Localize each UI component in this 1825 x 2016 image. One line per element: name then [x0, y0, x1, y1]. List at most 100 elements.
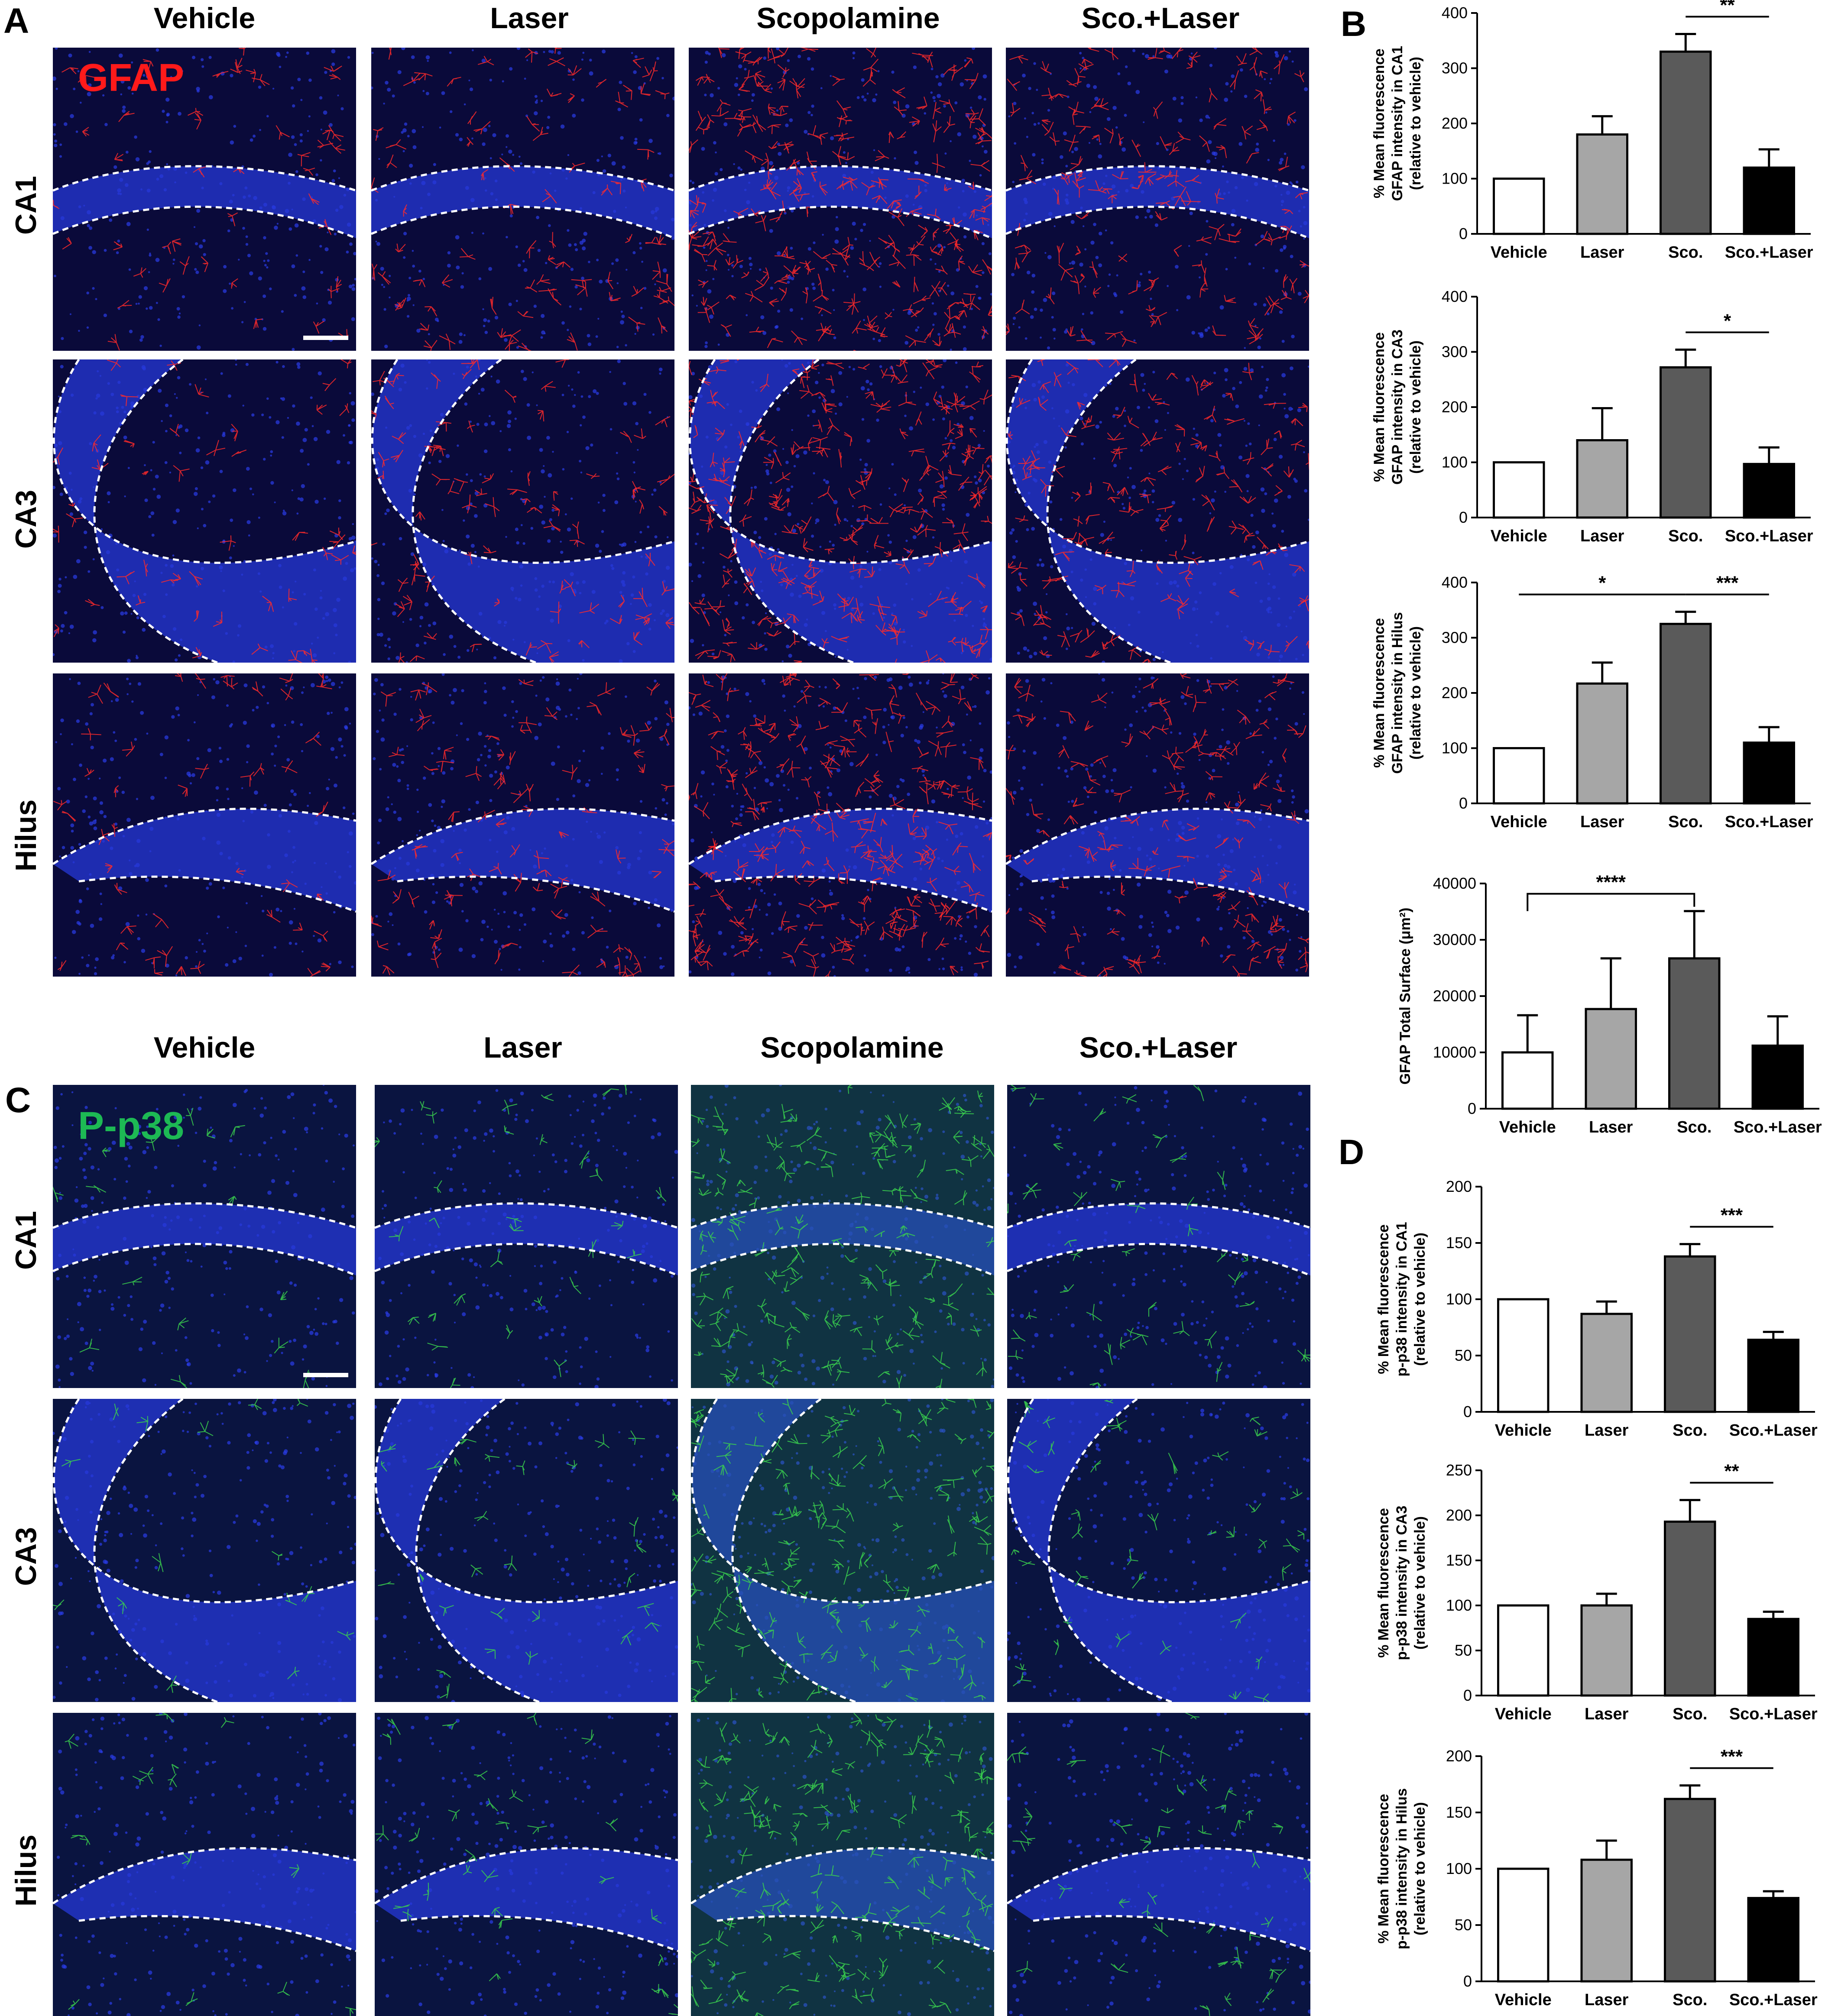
y-tick-label: 0 — [1463, 1972, 1472, 1990]
y-axis-label: p-p38 intensity in Hilus — [1394, 1788, 1410, 1949]
x-tick-label: Sco.+Laser — [1734, 1118, 1822, 1136]
x-tick-label: Laser — [1585, 1991, 1629, 2009]
bar-sco-laser — [1748, 1340, 1799, 1412]
significance-label: *** — [1721, 1205, 1743, 1226]
x-tick-label: Sco. — [1668, 527, 1703, 545]
x-tick-label: Vehicle — [1491, 243, 1547, 262]
micrograph-pp38-ca1-1 — [375, 1085, 678, 1388]
row-label-ca3: CA3 — [11, 454, 41, 584]
x-tick-label: Laser — [1580, 243, 1624, 262]
col-header-vehicle: Vehicle — [53, 3, 356, 33]
bar-vehicle — [1494, 463, 1544, 518]
y-axis-label: p-p38 intensity in CA3 — [1394, 1505, 1410, 1660]
bar-laser — [1586, 1009, 1636, 1109]
col-header-laser: Laser — [371, 1033, 674, 1062]
significance-label: **** — [1596, 872, 1626, 893]
y-axis-label: (relative to vehicle) — [1412, 1802, 1428, 1935]
col-header-vehicle: Vehicle — [53, 1033, 356, 1062]
micrograph-pp38-hilus-2 — [691, 1713, 994, 2016]
x-tick-label: Vehicle — [1495, 1705, 1552, 1723]
y-tick-label: 100 — [1442, 739, 1468, 757]
y-axis-label: % Mean fluorescence — [1371, 332, 1387, 482]
y-tick-label: 100 — [1446, 1596, 1472, 1614]
x-tick-label: Sco. — [1668, 243, 1703, 262]
bar-sco-laser — [1748, 1898, 1799, 1981]
bar-sco-laser — [1748, 1619, 1799, 1696]
x-tick-label: Vehicle — [1491, 527, 1547, 545]
y-tick-label: 50 — [1455, 1641, 1472, 1659]
significance-bracket — [1527, 894, 1694, 911]
x-tick-label: Vehicle — [1495, 1421, 1552, 1440]
bar-vehicle — [1498, 1605, 1549, 1696]
y-axis-label: GFAP intensity in CA1 — [1389, 46, 1406, 201]
col-header-sco-laser: Sco.+Laser — [1007, 1033, 1310, 1062]
x-tick-label: Sco. — [1673, 1705, 1707, 1723]
x-tick-label: Sco. — [1673, 1421, 1707, 1440]
row-label-ca1: CA1 — [11, 1175, 41, 1305]
micrograph-pp38-ca3-2 — [691, 1399, 994, 1702]
significance-label: * — [1598, 573, 1606, 594]
panel-letter-c: C — [5, 1083, 31, 1118]
y-axis-label: (relative to vehicle) — [1412, 1233, 1428, 1366]
marker-label-pp38: P-p38 — [78, 1107, 184, 1146]
micrograph-gfap-ca1-1 — [371, 48, 674, 351]
col-header-scopolamine: Scopolamine — [697, 3, 1000, 33]
bar-sco- — [1661, 624, 1711, 803]
y-axis-label: (relative to vehicle) — [1412, 1516, 1428, 1650]
y-tick-label: 150 — [1446, 1234, 1472, 1252]
micrograph-pp38-hilus-0 — [53, 1713, 356, 2016]
y-tick-label: 0 — [1459, 794, 1468, 812]
bar-sco- — [1665, 1799, 1715, 1981]
y-tick-label: 100 — [1442, 453, 1468, 471]
y-axis-label: % Mean fluorescence — [1375, 1508, 1392, 1658]
x-tick-label: Sco.+Laser — [1725, 527, 1813, 545]
bar-laser — [1582, 1860, 1632, 1981]
row-label-hilus: Hilus — [11, 770, 41, 900]
micrograph-pp38-ca1-2 — [691, 1085, 994, 1388]
micrograph-gfap-ca3-1 — [371, 359, 674, 663]
bar-sco- — [1665, 1522, 1715, 1696]
col-header-laser: Laser — [378, 3, 681, 33]
y-axis-label: GFAP intensity in CA3 — [1389, 330, 1406, 485]
y-tick-label: 100 — [1446, 1860, 1472, 1877]
y-tick-label: 150 — [1446, 1803, 1472, 1821]
y-axis-label: (relative to vehicle) — [1407, 57, 1424, 190]
micrograph-gfap-ca3-3 — [1006, 359, 1309, 663]
y-tick-label: 0 — [1463, 1686, 1472, 1704]
micrograph-gfap-hilus-0 — [53, 673, 356, 977]
bar-sco-laser — [1753, 1045, 1803, 1109]
y-axis-label: % Mean fluorescence — [1371, 49, 1387, 198]
y-tick-label: 10000 — [1433, 1043, 1476, 1061]
y-tick-label: 50 — [1455, 1916, 1472, 1934]
y-tick-label: 300 — [1442, 59, 1468, 77]
significance-label: *** — [1721, 1746, 1743, 1767]
marker-label-gfap: GFAP — [78, 58, 184, 97]
y-tick-label: 0 — [1463, 1403, 1472, 1421]
y-tick-label: 100 — [1446, 1290, 1472, 1308]
row-label-hilus: Hilus — [11, 1806, 41, 1935]
y-tick-label: 40000 — [1433, 874, 1476, 892]
y-tick-label: 20000 — [1433, 987, 1476, 1005]
micrograph-pp38-ca1-3 — [1007, 1085, 1310, 1388]
bar-sco- — [1665, 1256, 1715, 1412]
y-axis-label: (relative to vehicle) — [1407, 340, 1424, 474]
y-tick-label: 150 — [1446, 1551, 1472, 1569]
y-tick-label: 100 — [1442, 170, 1468, 188]
y-tick-label: 300 — [1442, 629, 1468, 647]
y-tick-label: 200 — [1446, 1178, 1472, 1195]
micrograph-gfap-ca1-3 — [1006, 48, 1309, 351]
y-tick-label: 400 — [1442, 573, 1468, 591]
micrograph-pp38-ca3-1 — [375, 1399, 678, 1702]
y-tick-label: 200 — [1442, 398, 1468, 416]
x-tick-label: Laser — [1589, 1118, 1633, 1136]
significance-label: *** — [1716, 573, 1739, 594]
y-tick-label: 400 — [1442, 4, 1468, 22]
y-tick-label: 50 — [1455, 1346, 1472, 1364]
micrograph-pp38-hilus-1 — [375, 1713, 678, 2016]
micrograph-gfap-ca3-0 — [53, 359, 356, 663]
x-tick-label: Laser — [1580, 527, 1624, 545]
